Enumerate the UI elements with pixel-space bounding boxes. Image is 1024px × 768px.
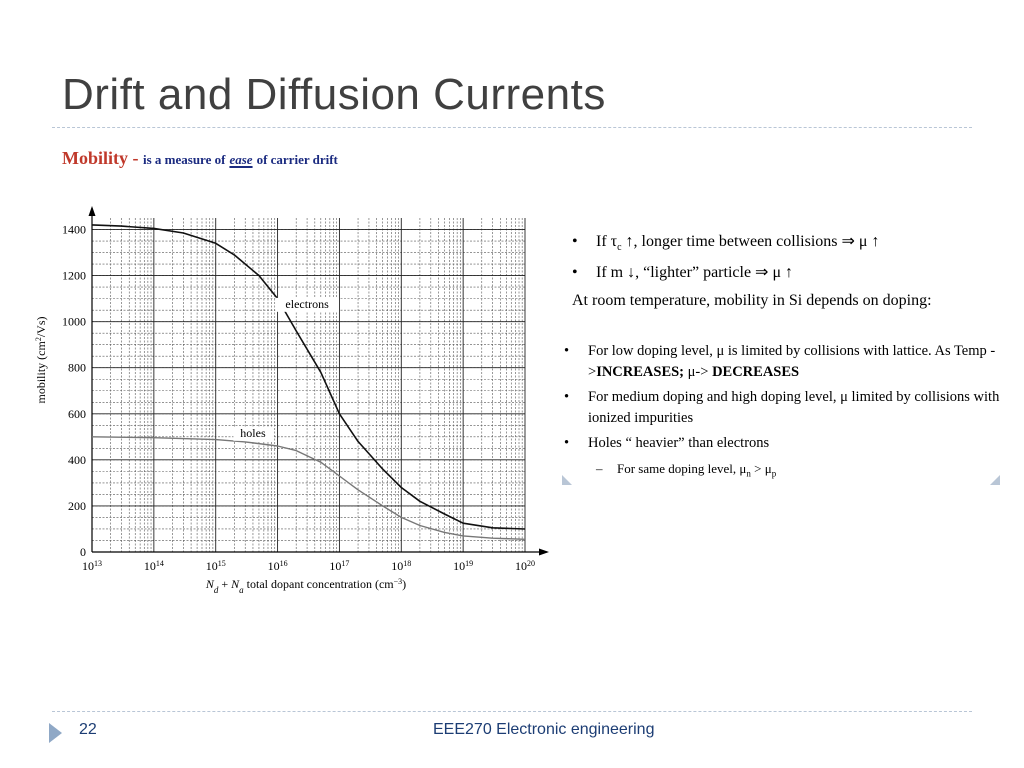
chart-series-labels: electrons holes: [233, 297, 339, 441]
x-tick-label: 1020: [515, 559, 535, 574]
x-tick-label: 1014: [144, 559, 164, 574]
x-tick-label: 1013: [82, 559, 102, 574]
mobility-definition: Mobility - is a measure of ease of carri…: [62, 148, 338, 169]
chart-x-label: Nd + Na total dopant concentration (cm−3…: [205, 577, 406, 596]
x-tick-label: 1017: [329, 559, 349, 574]
y-tick-label: 1200: [62, 269, 86, 283]
page-number: 22: [79, 721, 97, 738]
y-tick-label: 200: [68, 499, 86, 513]
y-tick-label: 600: [68, 407, 86, 421]
sub-bullet-same-doping: For same doping level, μn > μp: [562, 458, 1000, 485]
series-holes-label: holes: [240, 426, 266, 440]
box-corner-left: [562, 475, 572, 485]
y-tick-label: 800: [68, 361, 86, 375]
series-electrons-label: electrons: [285, 297, 329, 311]
y-tick-label: 1000: [62, 315, 86, 329]
mobility-dash: -: [128, 148, 143, 168]
footer-text: EEE270 Electronic engineering: [433, 721, 655, 738]
top-divider: [52, 127, 972, 128]
bottom-divider: [52, 711, 972, 712]
series-electrons-label-bg: [275, 297, 339, 312]
mobility-ease: ease: [229, 152, 253, 167]
bullet-medium-doping: For medium doping and high doping level,…: [562, 387, 1000, 429]
chart-axes: [88, 206, 549, 556]
chart-y-label: mobility (cm2/Vs): [34, 317, 49, 404]
slide-title: Drift and Diffusion Currents: [62, 70, 606, 119]
y-axis-arrow: [88, 206, 96, 216]
x-tick-label: 1019: [453, 559, 473, 574]
x-tick-label: 1016: [268, 559, 288, 574]
room-temperature-note: At room temperature, mobility in Si depe…: [572, 292, 932, 309]
chart-y-ticks: 0 200 400 600 800 1000 1200 1400: [62, 223, 86, 559]
chart-grid-minor: [92, 218, 525, 553]
bullet-collision-time: • If τc ↑, longer time between collisions…: [572, 233, 880, 254]
y-tick-label: 0: [80, 545, 86, 559]
bullet-list-top: • If τc ↑, longer time between collisions…: [572, 229, 879, 285]
mobility-word: Mobility: [62, 148, 128, 168]
y-tick-label: 1400: [62, 223, 86, 237]
mobility-post: of carrier drift: [256, 152, 338, 167]
doping-notes-box: For low doping level, μ is limited by co…: [562, 337, 1000, 485]
bullet-holes-heavier: Holes “ heavier” than electrons: [562, 433, 1000, 454]
bullet-lighter-particle: • If m ↓, “lighter” particle ⇒ μ ↑: [572, 264, 794, 282]
x-tick-label: 1015: [206, 559, 226, 574]
series-holes-label-bg: [233, 426, 273, 441]
series-holes-line: [91, 436, 526, 540]
chart-series: [91, 224, 526, 540]
x-tick-label: 1018: [391, 559, 411, 574]
bullet-low-doping: For low doping level, μ is limited by co…: [562, 341, 1000, 383]
series-electrons-line: [91, 224, 526, 530]
y-tick-label: 400: [68, 453, 86, 467]
triangle-right-icon: [49, 723, 62, 743]
mobility-pre: is a measure of: [143, 152, 226, 167]
chart-x-ticks: 1013 1014 1015 1016 1017 1018 1019 1020: [82, 559, 535, 574]
x-axis-arrow: [539, 548, 549, 556]
box-corner-right: [990, 475, 1000, 485]
